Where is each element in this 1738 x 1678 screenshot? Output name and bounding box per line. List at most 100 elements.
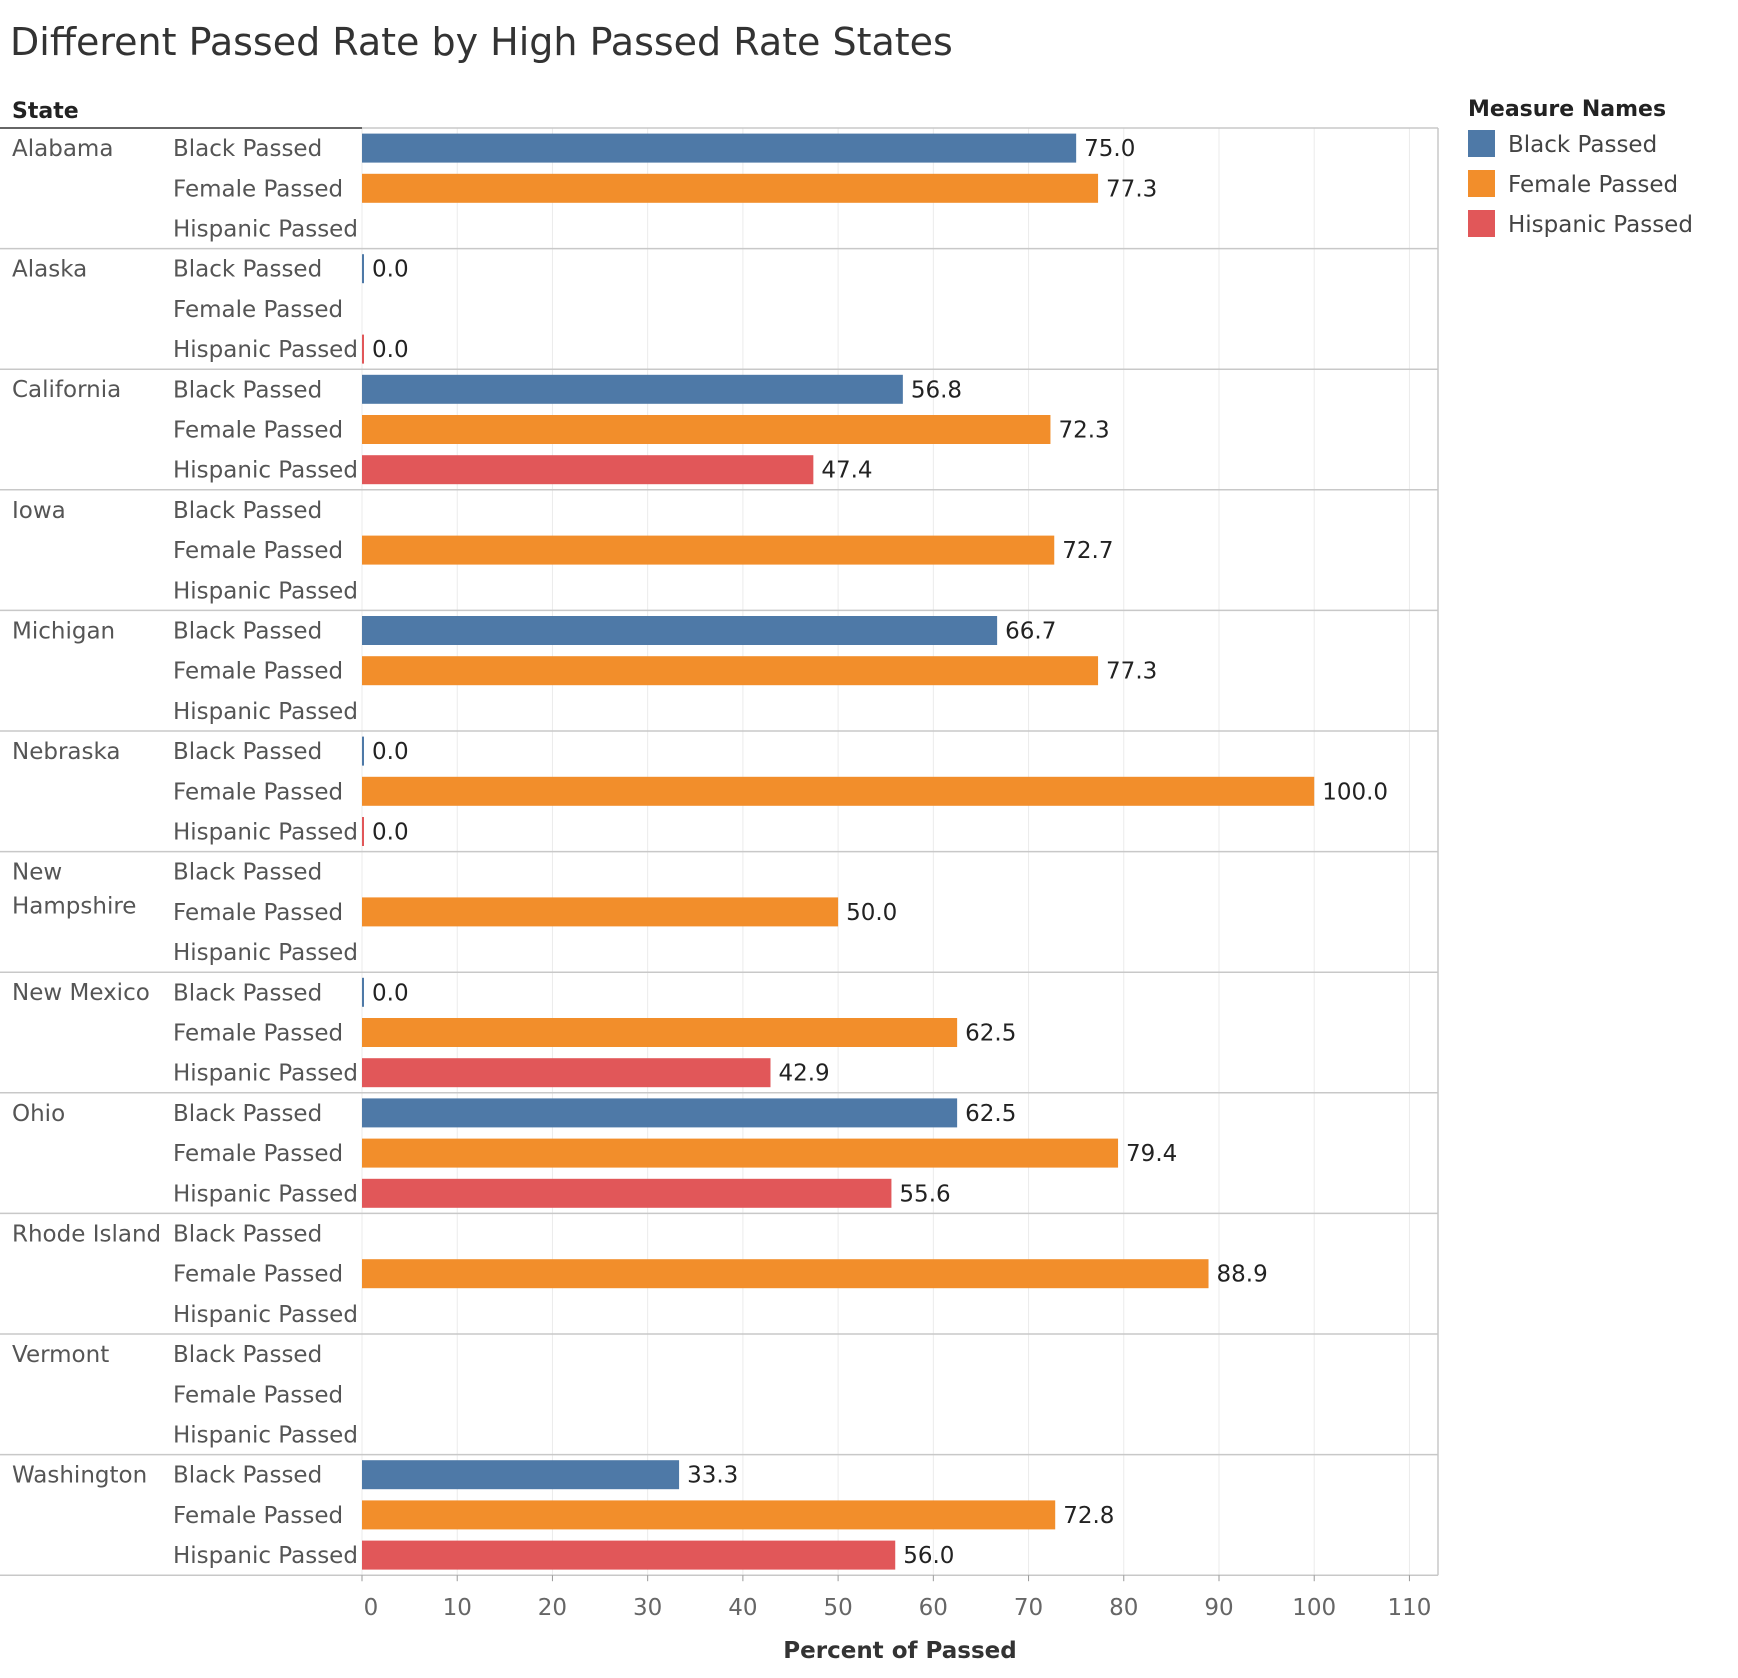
row-separators — [0, 127, 1438, 1576]
bar — [362, 1178, 892, 1208]
data-label: 77.3 — [1106, 659, 1157, 685]
measure-label: Black Passed — [173, 980, 322, 1006]
x-axis-title: Percent of Passed — [783, 1638, 1016, 1664]
measure-label: Black Passed — [173, 619, 322, 645]
data-label: 72.3 — [1058, 418, 1109, 444]
bar — [362, 1500, 1056, 1530]
measure-label: Black Passed — [173, 136, 322, 162]
data-label: 56.0 — [903, 1543, 954, 1569]
data-label: 0.0 — [372, 337, 409, 363]
x-tick-label: 20 — [538, 1595, 567, 1621]
data-label: 0.0 — [372, 257, 409, 283]
measure-label: Hispanic Passed — [173, 1423, 358, 1449]
x-tick-label: 10 — [443, 1595, 472, 1621]
x-tick-label: 70 — [1014, 1595, 1043, 1621]
measure-label: Female Passed — [173, 176, 343, 202]
bar — [362, 535, 1055, 565]
measure-label: Black Passed — [173, 377, 322, 403]
measure-label: Female Passed — [173, 659, 343, 685]
state-label: Alabama — [12, 136, 113, 162]
x-axis: 0 10 20 30 40 50 60 70 80 90 100 110 — [361, 1575, 1431, 1621]
measure-label: Hispanic Passed — [173, 1302, 358, 1328]
bar — [362, 776, 1315, 806]
chart-title: Different Passed Rate by High Passed Rat… — [10, 20, 953, 64]
data-label: 47.4 — [821, 458, 872, 484]
bar — [362, 254, 364, 284]
measure-label: Hispanic Passed — [173, 337, 358, 363]
data-label: 42.9 — [778, 1061, 829, 1087]
state-label: Hampshire — [12, 894, 136, 920]
measure-label: Black Passed — [173, 860, 322, 886]
measure-label: Black Passed — [173, 1222, 322, 1248]
bar — [362, 173, 1099, 203]
bar — [362, 1058, 771, 1088]
measure-label: Female Passed — [173, 297, 343, 323]
bar — [362, 616, 998, 645]
measure-label: Black Passed — [173, 1463, 322, 1489]
data-label: 100.0 — [1322, 779, 1388, 805]
measure-label: Female Passed — [173, 1503, 343, 1529]
bar — [362, 1138, 1119, 1168]
state-label: Vermont — [12, 1342, 109, 1368]
measure-label: Hispanic Passed — [173, 1061, 358, 1087]
measure-label: Female Passed — [173, 900, 343, 926]
state-label: Michigan — [12, 618, 115, 644]
data-label: 56.8 — [911, 377, 962, 403]
measure-label: Black Passed — [173, 257, 322, 283]
measure-label: Hispanic Passed — [173, 217, 358, 243]
bar — [362, 415, 1051, 444]
bar — [362, 736, 364, 766]
data-label: 0.0 — [372, 820, 409, 846]
legend-title: Measure Names — [1468, 97, 1666, 122]
x-tick-label: 30 — [633, 1595, 662, 1621]
x-tick-label: 100 — [1292, 1595, 1336, 1621]
measure-label: Female Passed — [173, 418, 343, 444]
legend-item-label: Black Passed — [1508, 132, 1657, 158]
legend-item-label: Female Passed — [1508, 172, 1678, 198]
data-label: 72.7 — [1062, 538, 1113, 564]
legend-item-label: Hispanic Passed — [1508, 212, 1693, 238]
state-label: New Mexico — [12, 980, 150, 1006]
measure-label: Black Passed — [173, 1101, 322, 1127]
state-label: California — [12, 377, 121, 403]
bar — [362, 455, 814, 485]
bar — [362, 897, 839, 927]
measure-label: Hispanic Passed — [173, 1181, 358, 1207]
x-tick-label: 110 — [1387, 1595, 1431, 1621]
data-label: 79.4 — [1126, 1141, 1177, 1167]
x-tick-label: 40 — [728, 1595, 757, 1621]
data-label: 72.8 — [1063, 1503, 1114, 1529]
data-label: 62.5 — [965, 1021, 1016, 1047]
data-label: 88.9 — [1217, 1262, 1268, 1288]
measure-label: Hispanic Passed — [173, 940, 358, 966]
measure-label: Female Passed — [173, 538, 343, 564]
x-tick-label: 80 — [1109, 1595, 1138, 1621]
bar — [362, 817, 364, 846]
bar — [362, 1460, 680, 1490]
measure-label: Black Passed — [173, 1342, 322, 1368]
state-label: Ohio — [12, 1101, 65, 1127]
data-label: 0.0 — [372, 739, 409, 765]
legend: Black Passed Female Passed Hispanic Passed — [1468, 130, 1693, 238]
bar — [362, 977, 364, 1007]
data-label: 66.7 — [1005, 619, 1056, 645]
measure-label: Black Passed — [173, 739, 322, 765]
measure-label: Hispanic Passed — [173, 699, 358, 725]
bar — [362, 374, 903, 404]
data-label: 33.3 — [687, 1463, 738, 1489]
measure-label: Hispanic Passed — [173, 578, 358, 604]
row-labels: Alabama Black Passed 75.0 Female Passed 77.3… — [12, 136, 1388, 1569]
bar — [362, 1098, 958, 1128]
bar — [362, 1259, 1209, 1289]
measure-label: Female Passed — [173, 1262, 343, 1288]
bar — [362, 334, 364, 364]
bar — [362, 133, 1077, 163]
state-label: Rhode Island — [12, 1221, 161, 1247]
state-label: Washington — [12, 1463, 147, 1489]
legend-swatch — [1468, 130, 1495, 157]
data-label: 77.3 — [1106, 176, 1157, 202]
state-label: Alaska — [12, 257, 87, 283]
measure-label: Hispanic Passed — [173, 820, 358, 846]
x-tick-label: 50 — [823, 1595, 852, 1621]
